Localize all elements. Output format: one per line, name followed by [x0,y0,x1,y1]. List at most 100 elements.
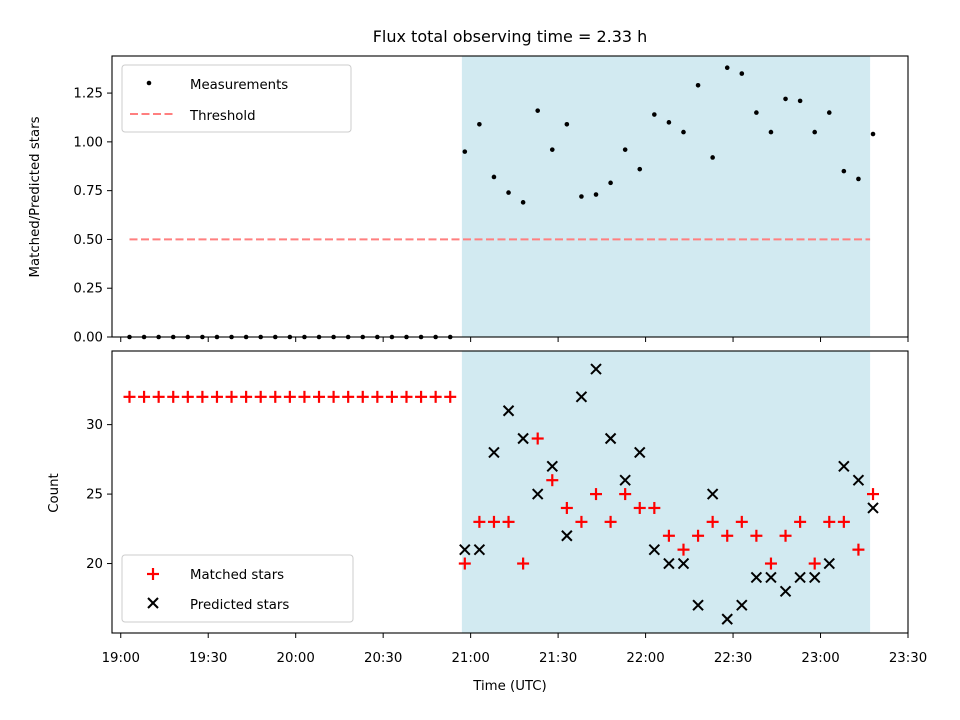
predicted-star-point [575,391,588,403]
y-tick-label: 1.25 [73,87,103,102]
matched-star-point [152,390,165,403]
top-shaded-region [461,56,871,337]
top-plot-frame [111,55,909,338]
matched-star-point [735,515,748,528]
bottom-legend-box [121,554,354,623]
matched-star-point [867,488,880,501]
top-panel: 0.00 0.25 0.50 0.75 1.00 1.25 Matched/Predict… [28,55,909,346]
y-tick-label: 1.00 [73,135,103,150]
matched-star-point [662,529,675,542]
x-axis-label: Time (UTC) [472,679,547,694]
measurements-points [127,65,876,340]
predicted-star-point [488,446,500,459]
matched-star-point [473,515,486,528]
measurement-point [491,174,497,180]
matched-star-point [590,488,603,501]
predicted-star-point [502,405,515,417]
matched-star-point [764,557,777,570]
legend-predicted-marker [147,597,159,609]
predicted-stars-points [459,363,879,625]
matched-star-point [327,390,340,403]
matched-star-point [240,390,253,403]
measurement-point [754,110,759,115]
matched-star-point [502,515,515,528]
matched-star-point [225,390,238,403]
legend-measurements-label: Measurements [190,78,288,93]
matched-star-point [342,390,355,403]
measurement-point [622,147,628,152]
predicted-star-point [867,502,879,514]
predicted-star-point [531,488,544,500]
matched-star-point [254,390,267,403]
matched-star-point [794,515,807,528]
bottom-y-axis-label: Count [47,473,62,513]
matched-star-point [210,390,223,403]
measurement-point [549,147,555,152]
matched-star-point [181,390,194,403]
predicted-star-point [604,432,617,445]
predicted-star-point [736,599,748,611]
bottom-x-ticks: 19:00 19:30 20:00 20:30 21:00 21:30 22:00 22:30… [102,633,927,666]
top-x-ticks [120,337,909,342]
predicted-star-point [619,474,631,486]
predicted-star-point [692,599,704,611]
top-legend: Measurements Threshold [121,64,352,133]
measurement-point [768,129,774,135]
measurement-point [797,98,803,104]
matched-star-point [852,543,865,556]
predicted-star-point [721,613,733,625]
legend-matched-label: Matched stars [190,568,284,583]
chart-title: Flux total observing time = 2.33 h [373,27,648,46]
legend-measurements-marker [146,80,152,86]
matched-star-point [298,390,311,403]
measurement-point [637,166,643,172]
matched-star-point [531,432,544,445]
measurement-point [739,71,745,76]
legend-predicted-label: Predicted stars [190,598,289,613]
matched-star-point [283,390,296,403]
y-tick-label: 0.00 [73,331,103,346]
matched-star-point [415,390,428,403]
measurement-point [856,176,861,182]
predicted-star-point [634,446,646,459]
predicted-star-point [808,571,821,584]
matched-star-point [575,515,588,528]
matched-star-point [371,390,384,403]
matched-star-point [808,557,821,570]
measurement-point [579,194,584,199]
y-tick-label: 0.75 [73,184,103,199]
y-tick-label: 25 [86,488,103,503]
matched-star-point [167,390,180,403]
predicted-star-point [517,432,529,445]
measurement-point [666,120,672,125]
measurement-point [608,180,613,186]
x-tick-label: 20:00 [277,651,315,666]
y-tick-label: 30 [86,418,103,433]
predicted-star-point [648,543,661,556]
y-tick-label: 0.50 [73,233,103,248]
predicted-star-point [546,460,558,473]
measurement-point [535,108,540,113]
measurement-point [870,131,876,137]
predicted-star-point [765,571,777,584]
matched-star-point [633,501,646,514]
measurement-point [812,129,817,135]
bottom-legend: Matched stars Predicted stars [121,554,354,623]
matched-star-point [429,390,442,403]
x-tick-label: 19:00 [102,651,140,666]
matched-star-point [458,557,471,570]
matched-star-point [546,474,559,487]
predicted-star-point [852,474,865,486]
matched-star-point [269,390,282,403]
measurement-point [695,82,701,88]
measurement-point [477,121,482,127]
x-tick-label: 19:30 [189,651,227,666]
bottom-plot-frame [111,350,909,634]
legend-threshold-label: Threshold [189,109,256,124]
predicted-star-point [473,543,486,556]
x-tick-label: 21:00 [451,651,489,666]
measurement-point [462,149,468,154]
predicted-star-point [706,488,719,500]
matched-star-point [356,390,369,403]
